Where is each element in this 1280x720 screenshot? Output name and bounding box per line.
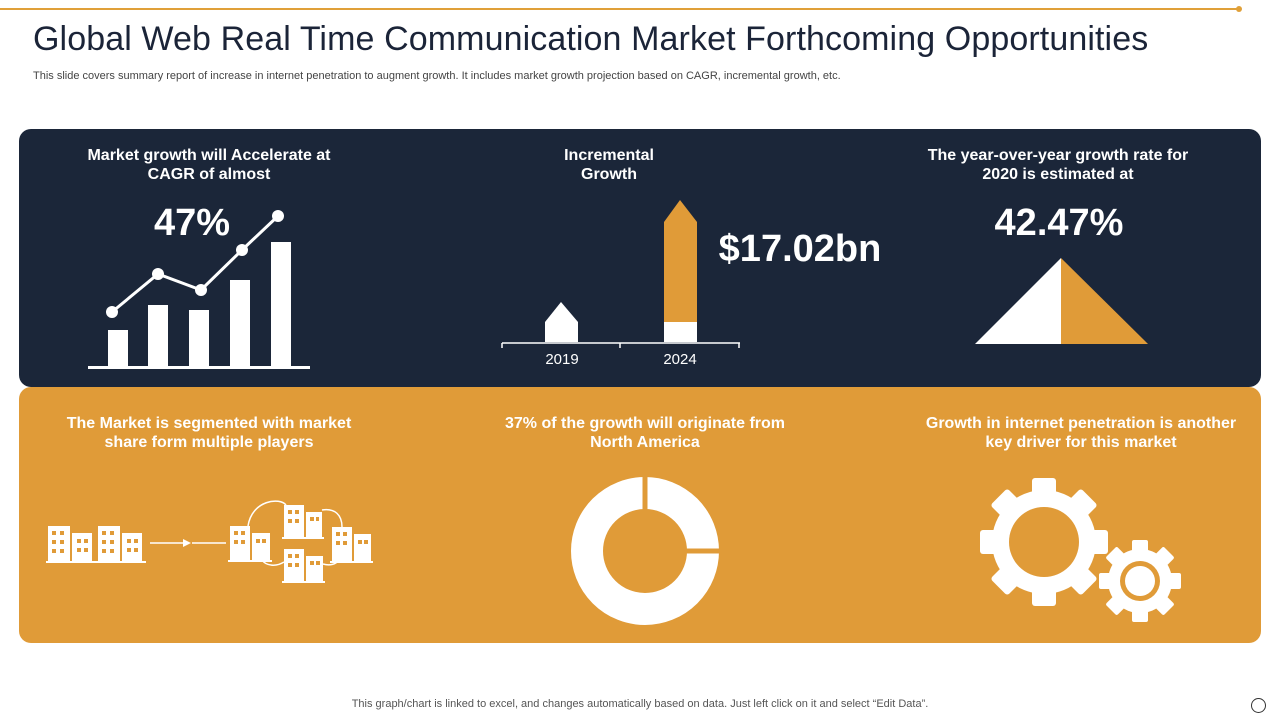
- cagr-value: 47%: [153, 202, 231, 244]
- yoy-value: 42.47%: [994, 202, 1124, 244]
- cagr-label: Market growth will Accelerate at CAGR of…: [87, 147, 331, 183]
- incremental-value: $17.02bn: [718, 228, 882, 270]
- year-2019-label: 2019: [545, 351, 579, 368]
- incremental-label: Incremental Growth: [564, 147, 654, 183]
- page-title: Global Web Real Time Communication Marke…: [33, 20, 1149, 58]
- page-subtitle: This slide covers summary report of incr…: [33, 70, 841, 82]
- north-america-label: 37% of the growth will originate from No…: [504, 415, 785, 451]
- penetration-label: Growth in internet penetration is anothe…: [925, 415, 1237, 451]
- top-rule: [0, 8, 1238, 10]
- footer-note: This graph/chart is linked to excel, and…: [351, 698, 929, 710]
- segmented-label: The Market is segmented with market shar…: [66, 415, 352, 451]
- corner-circle-icon: [1251, 698, 1266, 713]
- yoy-label: The year-over-year growth rate for 2020 …: [927, 147, 1189, 183]
- top-rule-dot: [1236, 6, 1242, 12]
- year-2024-label: 2024: [663, 351, 697, 368]
